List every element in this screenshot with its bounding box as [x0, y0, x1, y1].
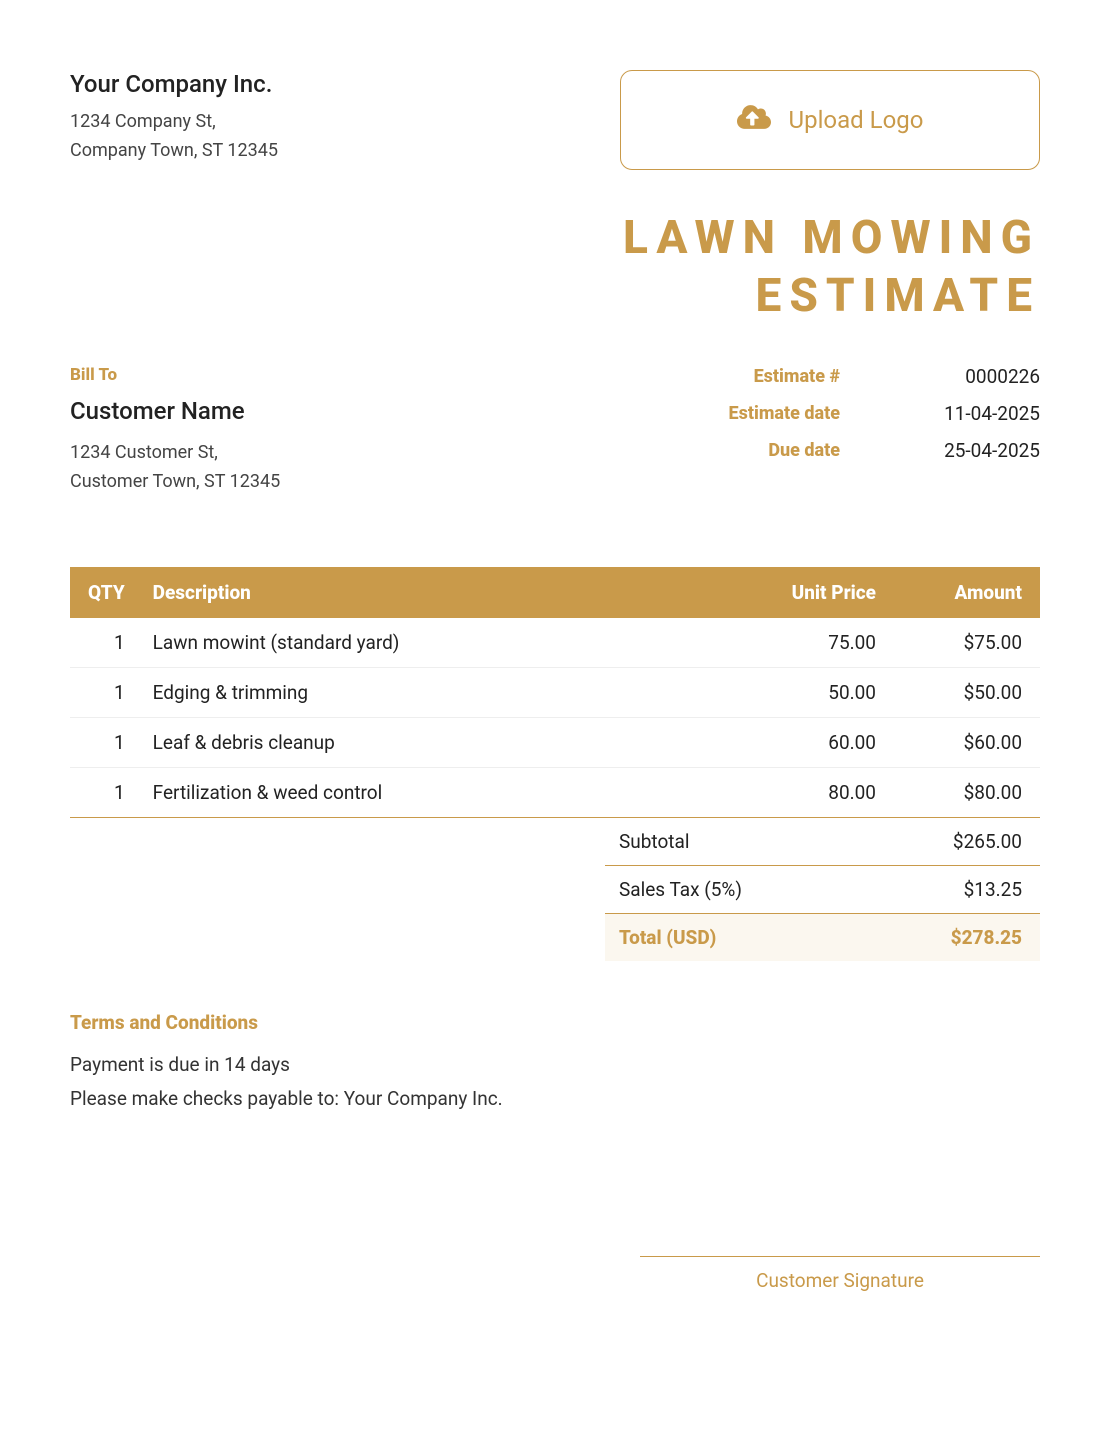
- estimate-date-value: 11-04-2025: [900, 402, 1040, 425]
- document-title: LAWN MOWING ESTIMATE: [70, 210, 1040, 325]
- cell-amount: $75.00: [890, 618, 1040, 668]
- cell-unit-price: 50.00: [720, 667, 890, 717]
- estimate-number-label: Estimate #: [728, 366, 840, 387]
- tax-value: $13.25: [964, 878, 1022, 901]
- due-date-label: Due date: [728, 440, 840, 461]
- estimate-number-value: 0000226: [900, 365, 1040, 388]
- cell-qty: 1: [70, 767, 139, 817]
- upload-logo-label: Upload Logo: [789, 106, 924, 134]
- customer-name: Customer Name: [70, 397, 280, 425]
- col-header-amount: Amount: [890, 567, 1040, 618]
- upload-logo-button[interactable]: Upload Logo: [620, 70, 1040, 170]
- terms-line-2: Please make checks payable to: Your Comp…: [70, 1082, 1040, 1116]
- company-block: Your Company Inc. 1234 Company St, Compa…: [70, 70, 278, 166]
- cell-description: Fertilization & weed control: [139, 767, 720, 817]
- total-value: $278.25: [951, 926, 1022, 949]
- cell-amount: $60.00: [890, 717, 1040, 767]
- table-row: 1Edging & trimming50.00$50.00: [70, 667, 1040, 717]
- estimate-meta: Estimate # 0000226 Estimate date 11-04-2…: [728, 365, 1040, 462]
- cell-qty: 1: [70, 717, 139, 767]
- table-row: 1Leaf & debris cleanup60.00$60.00: [70, 717, 1040, 767]
- company-name: Your Company Inc.: [70, 70, 278, 98]
- col-header-unit-price: Unit Price: [720, 567, 890, 618]
- cell-description: Lawn mowint (standard yard): [139, 618, 720, 668]
- cell-unit-price: 60.00: [720, 717, 890, 767]
- cell-description: Edging & trimming: [139, 667, 720, 717]
- subtotal-value: $265.00: [953, 830, 1022, 853]
- document-title-line1: LAWN MOWING: [70, 210, 1040, 268]
- company-address-line2: Company Town, ST 12345: [70, 137, 278, 166]
- total-label: Total (USD): [619, 926, 716, 949]
- subtotal-label: Subtotal: [619, 830, 689, 853]
- cell-amount: $80.00: [890, 767, 1040, 817]
- bill-to-label: Bill To: [70, 365, 280, 385]
- signature-block: Customer Signature: [640, 1256, 1040, 1292]
- cell-qty: 1: [70, 667, 139, 717]
- estimate-date-label: Estimate date: [728, 403, 840, 424]
- col-header-description: Description: [139, 567, 720, 618]
- tax-label: Sales Tax (5%): [619, 878, 742, 901]
- terms-title: Terms and Conditions: [70, 1011, 1040, 1034]
- totals-block: Subtotal $265.00 Sales Tax (5%) $13.25 T…: [605, 818, 1040, 961]
- table-row: 1Lawn mowint (standard yard)75.00$75.00: [70, 618, 1040, 668]
- terms-block: Terms and Conditions Payment is due in 1…: [70, 1011, 1040, 1116]
- customer-address-line2: Customer Town, ST 12345: [70, 468, 280, 497]
- terms-line-1: Payment is due in 14 days: [70, 1048, 1040, 1082]
- cell-unit-price: 75.00: [720, 618, 890, 668]
- col-header-qty: QTY: [70, 567, 139, 618]
- due-date-value: 25-04-2025: [900, 439, 1040, 462]
- signature-line: [640, 1256, 1040, 1257]
- signature-label: Customer Signature: [640, 1269, 1040, 1292]
- cell-description: Leaf & debris cleanup: [139, 717, 720, 767]
- document-title-line2: ESTIMATE: [70, 268, 1040, 326]
- cloud-upload-icon: [737, 103, 771, 137]
- cell-amount: $50.00: [890, 667, 1040, 717]
- company-address-line1: 1234 Company St,: [70, 108, 278, 137]
- line-items-table: QTY Description Unit Price Amount 1Lawn …: [70, 567, 1040, 818]
- bill-to-block: Bill To Customer Name 1234 Customer St, …: [70, 365, 280, 497]
- cell-qty: 1: [70, 618, 139, 668]
- table-row: 1Fertilization & weed control80.00$80.00: [70, 767, 1040, 817]
- customer-address-line1: 1234 Customer St,: [70, 439, 280, 468]
- cell-unit-price: 80.00: [720, 767, 890, 817]
